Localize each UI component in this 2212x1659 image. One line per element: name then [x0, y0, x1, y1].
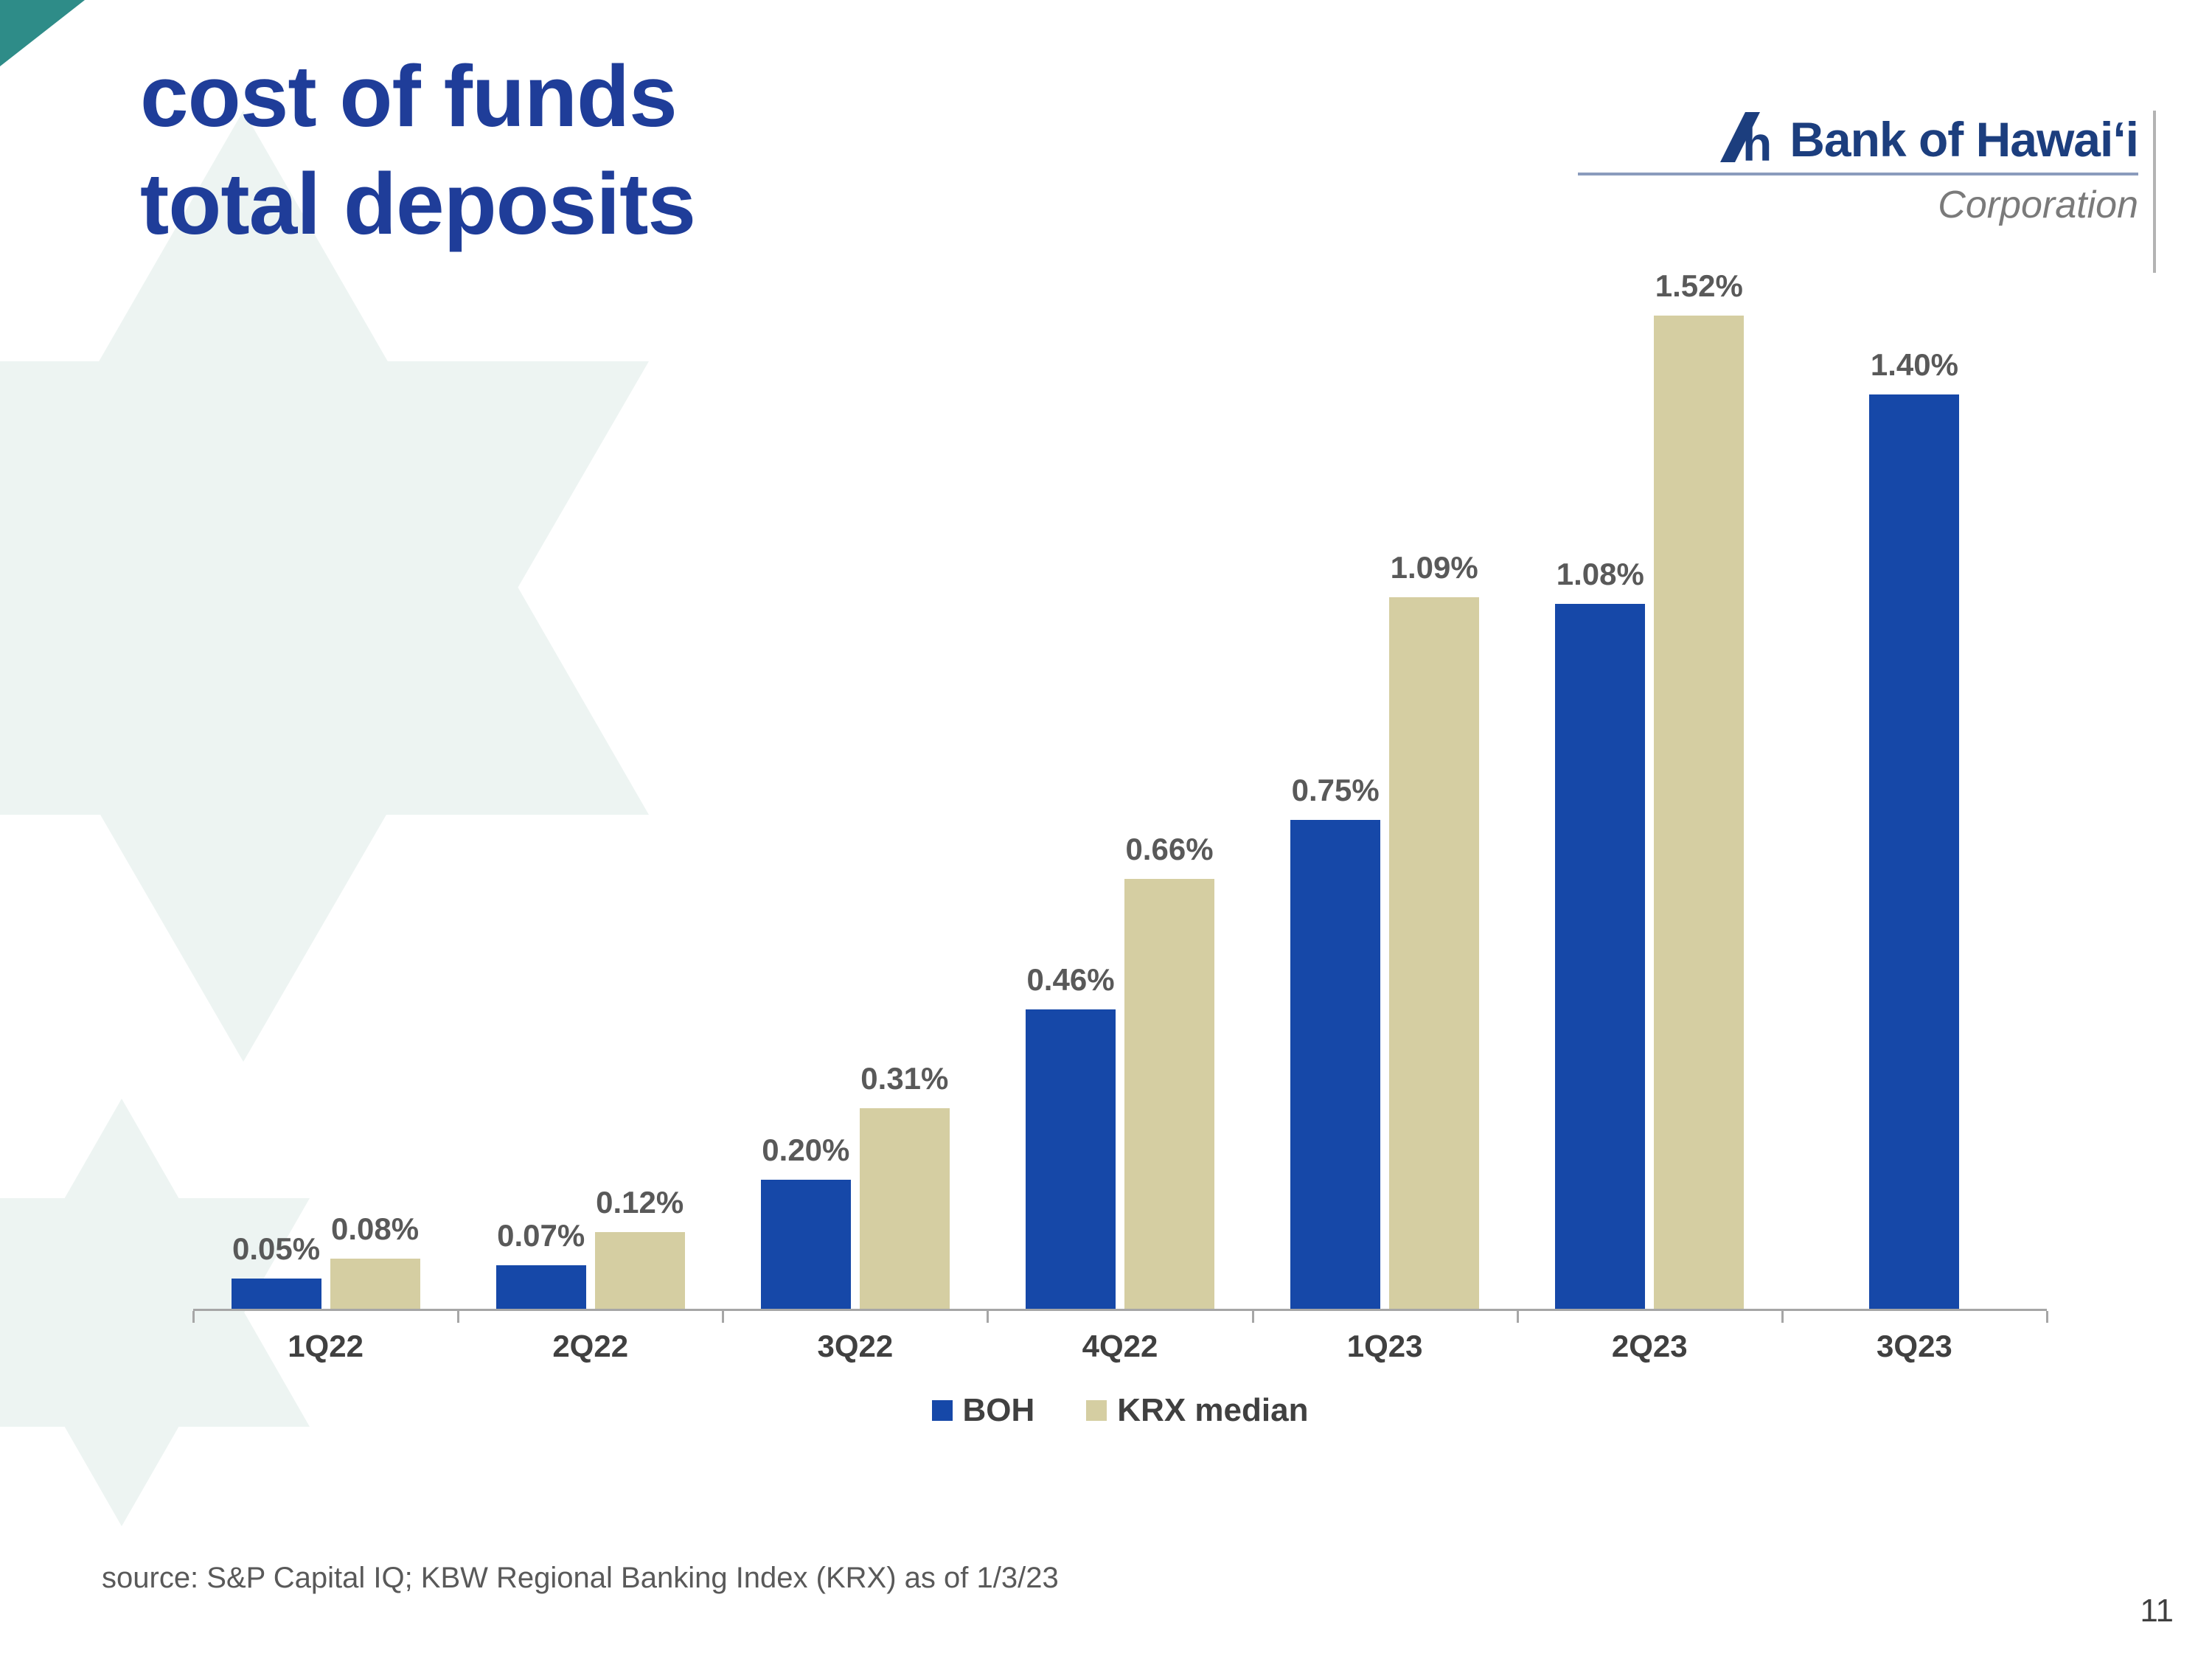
- axis-tick: [1781, 1311, 1784, 1323]
- category-label: 1Q22: [288, 1329, 364, 1363]
- value-label: 1.09%: [1390, 549, 1478, 585]
- bar-boh-2q23: [1555, 603, 1646, 1311]
- source-note: source: S&P Capital IQ; KBW Regional Ban…: [102, 1562, 1059, 1594]
- page-number: 11: [2140, 1593, 2174, 1629]
- axis-tick: [1516, 1311, 1519, 1323]
- axis-tick: [722, 1311, 725, 1323]
- legend-label: BOH: [962, 1392, 1035, 1428]
- value-label: 0.46%: [1026, 962, 1115, 998]
- value-label: 1.08%: [1556, 556, 1644, 591]
- bar-boh-3q22: [760, 1180, 851, 1311]
- logo: h Bank of Hawaiʻi Corporation: [1578, 111, 2139, 227]
- legend-item-boh: BOH: [931, 1392, 1035, 1429]
- logo-vertical-divider: [2153, 111, 2156, 273]
- bank-name: Bank of Hawaiʻi: [1790, 112, 2139, 167]
- legend-swatch-krx-median: [1086, 1400, 1107, 1421]
- value-label: 1.40%: [1870, 347, 1958, 382]
- bar-boh-3q23: [1869, 394, 1960, 1311]
- value-label: 0.66%: [1125, 831, 1214, 866]
- logo-row: h Bank of Hawaiʻi: [1578, 111, 2139, 175]
- bank-logo-icon: h: [1720, 112, 1773, 164]
- title-line-1: cost of funds: [140, 48, 678, 145]
- decor-corner-triangle: [0, 0, 85, 66]
- bar-krx-median-2q23: [1654, 316, 1745, 1311]
- axis-tick: [1251, 1311, 1254, 1323]
- chart-plot: 0.05% 0.08% 1Q22 0.07% 0.12% 2Q22 0.20% 0.31% 3Q…: [192, 268, 2048, 1363]
- legend-label: KRX median: [1117, 1392, 1309, 1428]
- category-label: 3Q22: [817, 1329, 894, 1363]
- legend-item-krx-median: KRX median: [1086, 1392, 1308, 1429]
- axis-tick: [987, 1311, 990, 1323]
- category-label: 4Q22: [1082, 1329, 1158, 1363]
- bar-krx-median-3q22: [859, 1107, 950, 1311]
- value-label: 0.05%: [232, 1231, 321, 1266]
- value-label: 0.75%: [1291, 772, 1380, 807]
- bar-krx-median-1q22: [330, 1258, 420, 1311]
- chart-legend: BOH KRX median: [193, 1392, 2047, 1429]
- value-label: 0.12%: [596, 1185, 684, 1220]
- value-label: 0.31%: [860, 1060, 949, 1096]
- slide-title: cost of funds total deposits: [140, 43, 696, 259]
- bar-boh-1q23: [1290, 819, 1381, 1311]
- category-label: 1Q23: [1346, 1329, 1423, 1363]
- cost-of-funds-chart: 0.05% 0.08% 1Q22 0.07% 0.12% 2Q22 0.20% 0.31% 3Q…: [192, 268, 2048, 1495]
- axis-tick: [2046, 1311, 2048, 1323]
- category-label: 3Q23: [1877, 1329, 1952, 1363]
- bar-boh-2q22: [495, 1265, 586, 1311]
- axis-tick: [457, 1311, 460, 1323]
- value-label: 0.08%: [331, 1211, 420, 1246]
- logo-subtitle: Corporation: [1938, 184, 2138, 226]
- value-label: 0.07%: [497, 1217, 585, 1253]
- axis-tick: [192, 1311, 195, 1323]
- x-axis-line: [193, 1309, 2047, 1311]
- category-label: 2Q23: [1611, 1329, 1688, 1363]
- svg-text:h: h: [1742, 116, 1772, 164]
- bar-krx-median-2q22: [594, 1232, 685, 1311]
- bar-boh-4q22: [1026, 1009, 1116, 1311]
- value-label: 0.20%: [762, 1133, 850, 1168]
- legend-swatch-boh: [931, 1400, 953, 1421]
- bar-krx-median-1q23: [1389, 597, 1480, 1311]
- decor-star-triangle: [0, 361, 649, 1062]
- bar-krx-median-4q22: [1124, 878, 1214, 1311]
- title-line-2: total deposits: [140, 156, 696, 254]
- value-label: 1.52%: [1655, 268, 1743, 303]
- category-label: 2Q22: [552, 1329, 629, 1363]
- bar-boh-1q22: [231, 1278, 321, 1311]
